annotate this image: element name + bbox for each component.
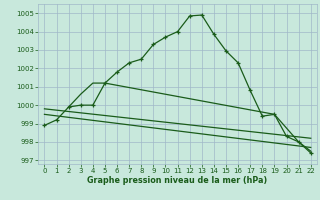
X-axis label: Graphe pression niveau de la mer (hPa): Graphe pression niveau de la mer (hPa)	[87, 176, 268, 185]
